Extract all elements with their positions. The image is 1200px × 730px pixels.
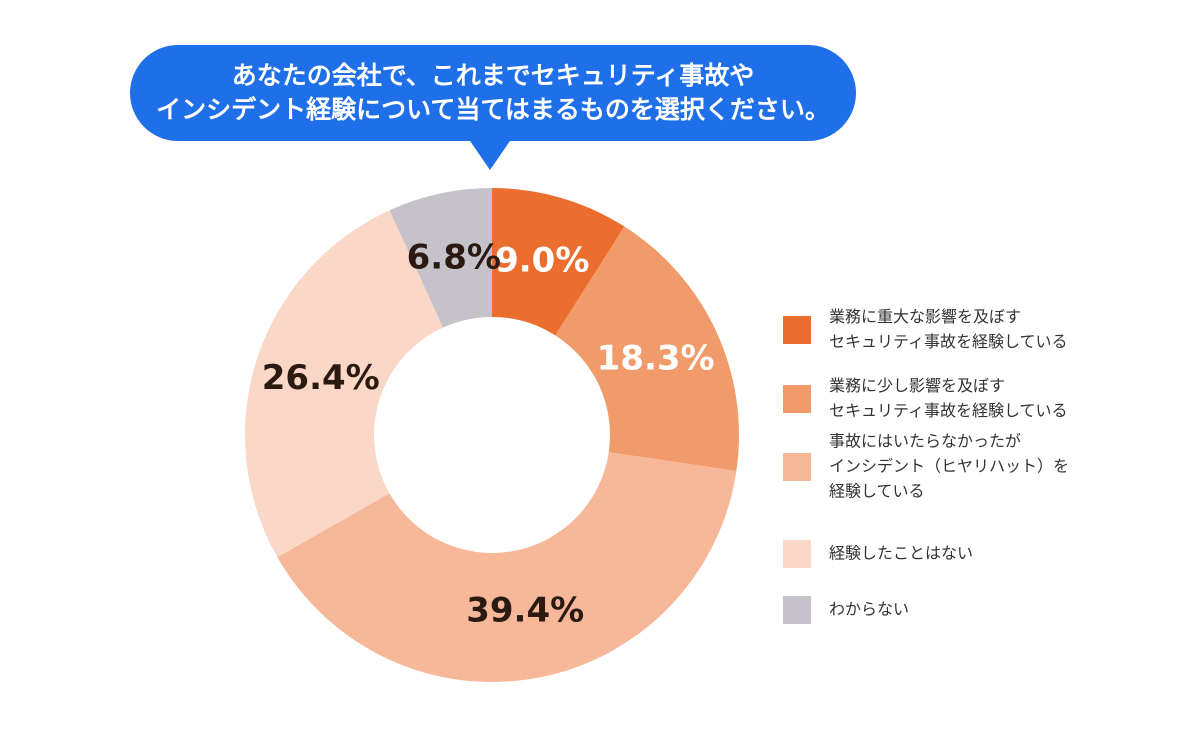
donut-slice — [244, 210, 444, 558]
legend-label: 経験したことはない — [829, 544, 973, 563]
value-label: 26.4% — [262, 358, 380, 398]
legend-label: 事故にはいたらなかったが — [829, 432, 1021, 451]
chart-title-line: あなたの会社で、これまでセキュリティ事故や — [232, 61, 755, 90]
legend-label: わからない — [829, 600, 909, 619]
legend-label: 経験している — [829, 482, 925, 501]
donut-slice — [555, 226, 740, 471]
donut-slice — [277, 452, 737, 683]
donut-slice — [389, 188, 492, 328]
legend-swatch — [783, 596, 811, 624]
donut-slice — [492, 188, 625, 336]
legend-swatch — [783, 453, 811, 481]
bubble-body — [130, 45, 856, 141]
legend-label: 業務に重大な影響を及ぼす — [829, 307, 1021, 326]
bubble-tail — [468, 138, 512, 170]
legend-swatch — [783, 540, 811, 568]
value-label: 9.0% — [495, 241, 589, 281]
title-bubble: あなたの会社で、これまでセキュリティ事故や インシデント経験について当てはまるも… — [130, 45, 856, 170]
legend-label: インシデント（ヒヤリハット）を — [829, 457, 1069, 476]
legend-swatch — [783, 385, 811, 413]
value-label: 39.4% — [466, 590, 584, 630]
legend-swatch — [783, 316, 811, 344]
legend-label: 業務に少し影響を及ぼす — [829, 376, 1005, 395]
value-label: 6.8% — [407, 238, 501, 278]
legend-label: セキュリティ事故を経験している — [829, 332, 1068, 351]
chart-title-line: インシデント経験について当てはまるものを選択ください。 — [156, 95, 830, 124]
legend-label: セキュリティ事故を経験している — [829, 401, 1068, 420]
value-label: 18.3% — [597, 339, 715, 379]
